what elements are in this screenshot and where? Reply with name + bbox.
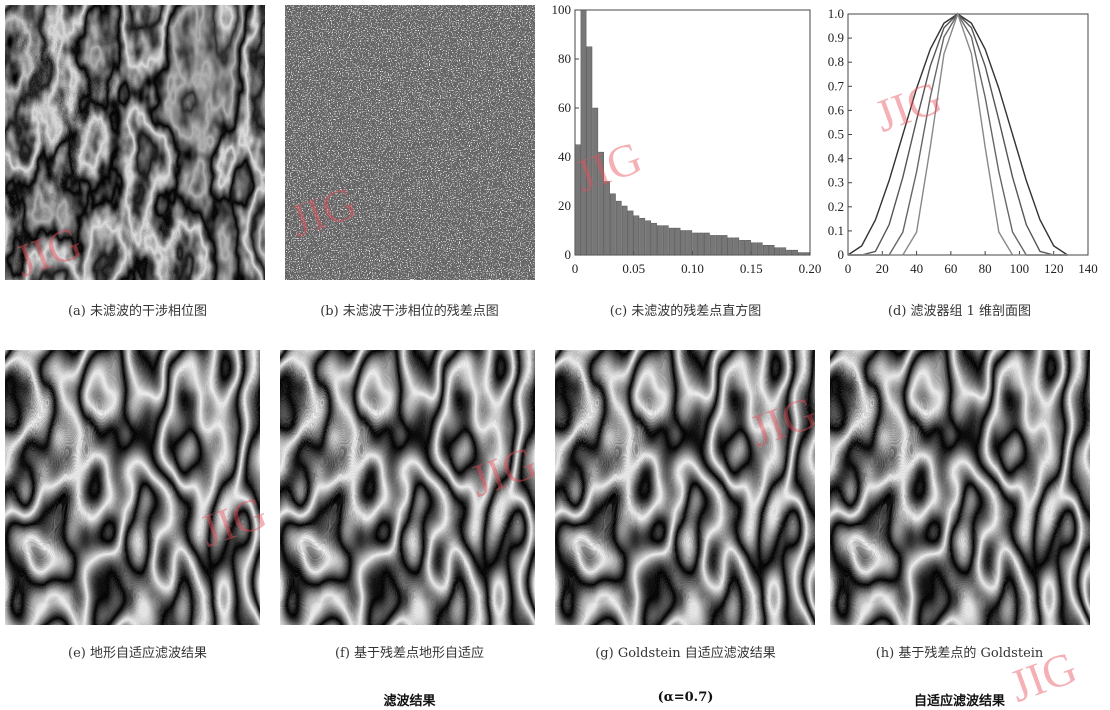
- x-tick-label: 140: [1078, 261, 1098, 276]
- caption: (e) 地形自适应滤波结果: [0, 642, 275, 661]
- x-tick-label: 0: [572, 261, 579, 276]
- histogram-bar: [610, 194, 615, 255]
- y-tick-label: 0.7: [828, 78, 845, 93]
- histogram-bar: [693, 233, 698, 255]
- y-tick-label: 0.1: [828, 223, 844, 238]
- histogram-bar: [710, 235, 715, 255]
- x-tick-label: 40: [910, 261, 923, 276]
- x-tick-label: 0.05: [622, 261, 645, 276]
- histogram-bar: [640, 218, 645, 255]
- histogram-bar: [628, 211, 633, 255]
- histogram-bar: [722, 235, 727, 255]
- caption: (h) 基于残差点的 Goldstein: [822, 642, 1097, 661]
- histogram-bar: [622, 206, 627, 255]
- x-tick-label: 20: [876, 261, 889, 276]
- histogram-bar: [804, 253, 809, 255]
- histogram-bar: [775, 248, 780, 255]
- histogram-bar: [798, 253, 803, 255]
- figure-page: 00.050.100.150.20020406080100 0204060801…: [0, 0, 1110, 710]
- histogram-bar: [757, 243, 762, 255]
- y-tick-label: 0: [838, 247, 845, 262]
- histogram-bar: [669, 228, 674, 255]
- x-tick-label: 0.15: [740, 261, 763, 276]
- histogram-bar: [740, 240, 745, 255]
- caption: (g) Goldstein 自适应滤波结果: [548, 642, 823, 661]
- caption-line: 滤波结果: [272, 690, 547, 709]
- y-tick-label: 0.8: [828, 54, 844, 69]
- x-tick-label: 60: [944, 261, 957, 276]
- histogram-bar: [734, 238, 739, 255]
- histogram-bar: [716, 235, 721, 255]
- histogram-bar: [698, 233, 703, 255]
- histogram-bar: [646, 221, 651, 255]
- histogram-bar: [728, 238, 733, 255]
- caption: (f) 基于残差点地形自适应: [272, 642, 547, 661]
- caption-line: (α=0.7): [548, 690, 823, 705]
- y-tick-label: 0.9: [828, 30, 844, 45]
- histogram-bar: [745, 240, 750, 255]
- histogram-bar: [581, 10, 586, 255]
- filtered-image: [830, 350, 1090, 625]
- histogram-bar: [769, 245, 774, 255]
- histogram-bar: [634, 216, 639, 255]
- line-chart: 0 20 40 60 80 100 120 140 0 0.1 0.2 0.3 0.4 0.5 0.6 0.7…: [820, 0, 1110, 290]
- x-tick-label: 0.10: [681, 261, 704, 276]
- x-tick-label: 100: [1010, 261, 1030, 276]
- histogram-bar: [787, 250, 792, 255]
- y-tick-label: 100: [552, 2, 572, 17]
- histogram-bar: [675, 228, 680, 255]
- histogram-bar: [792, 250, 797, 255]
- y-tick-label: 0.2: [828, 199, 844, 214]
- histogram-bar: [651, 223, 656, 255]
- histogram-bar: [704, 233, 709, 255]
- x-tick-label: 0.20: [799, 261, 822, 276]
- histogram-bar: [781, 248, 786, 255]
- caption: (c) 未滤波的残差点直方图: [548, 300, 823, 319]
- caption: (b) 未滤波干涉相位的残差点图: [272, 300, 547, 319]
- y-tick-label: 60: [558, 100, 571, 115]
- filtered-image: [5, 350, 260, 625]
- histogram-bar: [681, 231, 686, 256]
- histogram-bar: [663, 226, 668, 255]
- histogram-bar: [763, 245, 768, 255]
- filtered-image: [555, 350, 815, 625]
- x-tick-label: 120: [1044, 261, 1064, 276]
- y-tick-label: 0: [565, 247, 572, 262]
- y-tick-label: 80: [558, 51, 571, 66]
- y-tick-label: 0.6: [828, 102, 845, 117]
- histogram-bar: [657, 226, 662, 255]
- y-tick-label: 0.3: [828, 175, 844, 190]
- y-tick-label: 0.4: [828, 151, 845, 166]
- y-tick-label: 0.5: [828, 127, 844, 142]
- x-tick-label: 0: [845, 261, 852, 276]
- histogram-bar: [751, 243, 756, 255]
- caption: (a) 未滤波的干涉相位图: [0, 300, 275, 319]
- caption-line: 自适应滤波结果: [822, 690, 1097, 709]
- y-tick-label: 20: [558, 198, 571, 213]
- histogram-bar: [616, 201, 621, 255]
- histogram-bar: [687, 231, 692, 256]
- y-tick-label: 1.0: [828, 6, 844, 21]
- caption: (d) 滤波器组 1 维剖面图: [822, 300, 1097, 319]
- x-tick-label: 80: [979, 261, 992, 276]
